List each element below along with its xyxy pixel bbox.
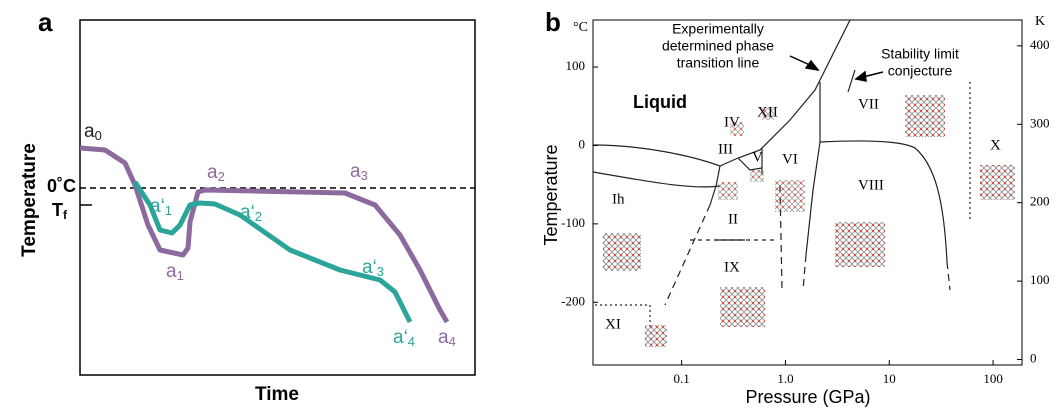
y-unit: °C xyxy=(573,20,588,35)
phase-label: XI xyxy=(605,316,621,332)
phase-label: X xyxy=(990,137,1001,153)
annotation: conjecture xyxy=(888,63,953,79)
phase-label: V xyxy=(752,149,763,165)
phase-label: IX xyxy=(724,259,740,275)
phase-label: VIII xyxy=(858,177,884,193)
y-tick-label: -100 xyxy=(561,215,585,230)
point-label: a‘2 xyxy=(240,202,262,224)
annotation: Stability limit xyxy=(881,46,959,62)
y-label: Temperature xyxy=(541,144,561,245)
panel-a-frame xyxy=(79,19,476,376)
phase-label: Ih xyxy=(612,191,625,207)
tf-base: T xyxy=(52,200,63,220)
x-tick-label: 10 xyxy=(883,371,896,386)
label-base: a xyxy=(84,121,95,142)
label-base: a‘ xyxy=(150,196,165,217)
point-label: a‘3 xyxy=(362,257,384,279)
point-label: a4 xyxy=(438,327,456,349)
label-base: a‘ xyxy=(362,257,377,278)
point-label: a1 xyxy=(166,261,184,283)
x-tick-label: 100 xyxy=(983,371,1003,386)
label-sub: 1 xyxy=(165,203,172,218)
phase-label: Liquid xyxy=(633,92,687,112)
y-label: Temperature xyxy=(19,143,40,257)
y2-tick-label: 300 xyxy=(1030,115,1050,130)
point-label: a3 xyxy=(350,161,368,183)
label-base: a xyxy=(166,261,177,282)
phase-label: XII xyxy=(757,104,778,120)
label-base: a xyxy=(350,161,361,182)
point-label: a0 xyxy=(84,121,102,143)
annotation: Experimentally xyxy=(672,21,764,37)
point-label: a‘1 xyxy=(150,196,172,218)
phase-label: VII xyxy=(858,96,879,112)
y2-unit: K xyxy=(1035,14,1045,29)
x-tick-label: 1.0 xyxy=(777,371,793,386)
label-base: a xyxy=(207,162,218,183)
ref-label: 0˚C xyxy=(47,176,76,196)
label-base: a xyxy=(438,327,449,348)
label-sub: 3 xyxy=(377,264,384,279)
label-sub: 0 xyxy=(95,128,102,143)
panel-label: a xyxy=(38,7,53,37)
phase-label: VI xyxy=(782,151,798,167)
y-tick-label: 0 xyxy=(579,136,586,151)
y-tick-label: -200 xyxy=(561,293,585,308)
panel-b-frame xyxy=(592,19,1023,366)
phase-label: II xyxy=(728,211,738,227)
y2-tick-label: 400 xyxy=(1030,37,1050,52)
label-sub: 3 xyxy=(361,168,368,183)
label-sub: 2 xyxy=(218,169,225,184)
point-label: a2 xyxy=(207,162,225,184)
phase-label: III xyxy=(718,141,733,157)
phase-boundaries xyxy=(592,19,971,330)
y2-tick-label: 100 xyxy=(1030,272,1050,287)
tf-label: Tf xyxy=(52,200,68,222)
x-label: Time xyxy=(255,384,299,405)
annotation: transition line xyxy=(677,55,760,71)
supercooled-curve xyxy=(132,180,413,324)
label-sub: 4 xyxy=(408,334,415,349)
label-sub: 2 xyxy=(255,209,262,224)
annotation: determined phase xyxy=(662,38,774,54)
panel-label: b xyxy=(545,7,561,37)
cooling-curve xyxy=(79,145,450,324)
label-base: a‘ xyxy=(393,327,408,348)
x-label: Pressure (GPa) xyxy=(745,387,870,407)
y-tick-label: 100 xyxy=(566,58,586,73)
y2-tick-label: 0 xyxy=(1030,350,1037,365)
tf-sub: f xyxy=(63,208,68,222)
x-tick-label: 0.1 xyxy=(674,371,690,386)
label-sub: 1 xyxy=(177,268,184,283)
annotation-arrows xyxy=(789,55,884,82)
point-label: a‘4 xyxy=(393,327,415,349)
structure-icons xyxy=(603,95,1015,347)
phase-label: IV xyxy=(724,114,740,130)
label-base: a‘ xyxy=(240,202,255,223)
y2-tick-label: 200 xyxy=(1030,194,1050,209)
label-sub: 4 xyxy=(449,334,456,349)
